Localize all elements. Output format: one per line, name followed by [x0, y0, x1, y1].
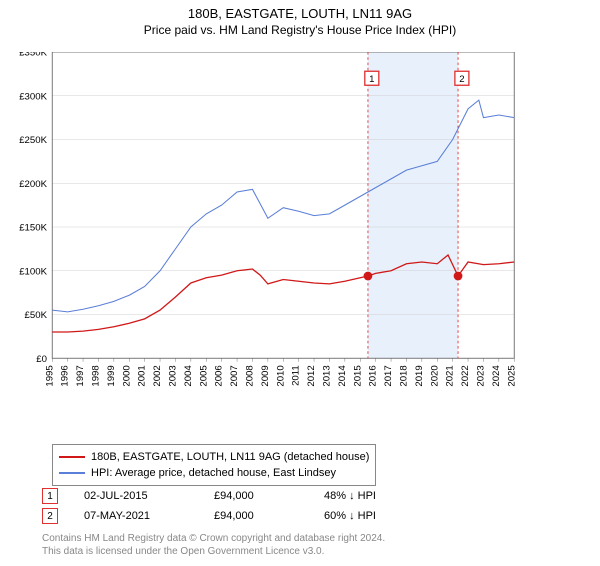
transaction-row: 1 02-JUL-2015£94,00048% ↓ HPI [42, 486, 434, 506]
transaction-date: 07-MAY-2021 [84, 510, 214, 522]
legend-label: 180B, EASTGATE, LOUTH, LN11 9AG (detache… [91, 451, 369, 463]
svg-text:2015: 2015 [352, 365, 363, 386]
svg-text:£150K: £150K [19, 223, 47, 234]
svg-text:£350K: £350K [19, 52, 47, 59]
transaction-diff: 48% ↓ HPI [324, 490, 434, 502]
svg-text:2017: 2017 [383, 365, 394, 386]
svg-text:2001: 2001 [137, 365, 148, 386]
svg-text:2025: 2025 [506, 365, 517, 386]
svg-text:2005: 2005 [198, 365, 209, 386]
svg-text:2009: 2009 [260, 365, 271, 386]
svg-text:2004: 2004 [183, 365, 194, 387]
transaction-price: £94,000 [214, 490, 324, 502]
svg-text:2002: 2002 [152, 365, 163, 386]
svg-text:2003: 2003 [167, 365, 178, 386]
transaction-row: 2 07-MAY-2021£94,00060% ↓ HPI [42, 506, 434, 526]
transactions-table: 1 02-JUL-2015£94,00048% ↓ HPI 2 07-MAY-2021… [42, 486, 434, 526]
chart-container: 180B, EASTGATE, LOUTH, LN11 9AG Price pa… [0, 6, 600, 566]
legend-swatch [59, 472, 85, 474]
svg-text:2006: 2006 [214, 365, 225, 386]
svg-text:2: 2 [459, 74, 464, 85]
legend-row: HPI: Average price, detached house, East… [59, 465, 369, 481]
svg-text:2000: 2000 [121, 365, 132, 386]
svg-text:2020: 2020 [429, 365, 440, 386]
svg-text:1996: 1996 [60, 365, 71, 386]
svg-text:1998: 1998 [90, 365, 101, 386]
legend: 180B, EASTGATE, LOUTH, LN11 9AG (detache… [52, 444, 376, 486]
svg-text:2018: 2018 [398, 365, 409, 386]
svg-text:2014: 2014 [337, 365, 348, 387]
svg-text:2022: 2022 [460, 365, 471, 386]
chart-title: 180B, EASTGATE, LOUTH, LN11 9AG [0, 6, 600, 21]
svg-text:1995: 1995 [44, 365, 55, 386]
transaction-price: £94,000 [214, 510, 324, 522]
svg-text:2012: 2012 [306, 365, 317, 386]
svg-text:1997: 1997 [75, 365, 86, 386]
svg-text:2024: 2024 [491, 365, 502, 387]
svg-text:£0: £0 [36, 354, 47, 365]
svg-text:2007: 2007 [229, 365, 240, 386]
svg-text:2021: 2021 [445, 365, 456, 386]
svg-text:£200K: £200K [19, 179, 47, 190]
svg-text:1999: 1999 [106, 365, 117, 386]
svg-text:2016: 2016 [368, 365, 379, 386]
svg-text:2013: 2013 [321, 365, 332, 386]
footer-text: Contains HM Land Registry data © Crown c… [42, 532, 385, 558]
chart-subtitle: Price paid vs. HM Land Registry's House … [0, 23, 600, 37]
footer-line-1: Contains HM Land Registry data © Crown c… [42, 532, 385, 545]
svg-text:£100K: £100K [19, 266, 47, 277]
footer-line-2: This data is licensed under the Open Gov… [42, 545, 385, 558]
legend-label: HPI: Average price, detached house, East… [91, 467, 336, 479]
svg-text:£50K: £50K [25, 310, 48, 321]
svg-text:£300K: £300K [19, 91, 47, 102]
svg-text:1: 1 [369, 74, 374, 85]
legend-row: 180B, EASTGATE, LOUTH, LN11 9AG (detache… [59, 449, 369, 465]
transaction-diff: 60% ↓ HPI [324, 510, 434, 522]
transaction-marker: 2 [42, 508, 58, 524]
svg-text:2023: 2023 [475, 365, 486, 386]
svg-text:£250K: £250K [19, 135, 47, 146]
svg-text:2010: 2010 [275, 365, 286, 386]
svg-text:2019: 2019 [414, 365, 425, 386]
transaction-marker: 1 [42, 488, 58, 504]
svg-text:2011: 2011 [291, 365, 302, 386]
chart-svg: £0 £50K £100K £150K £200K £250K £300K £350K 1995… [0, 52, 528, 402]
legend-swatch [59, 456, 85, 458]
chart-area: £0£50K£100K£150K£200K£250K£300K£350K1995… [52, 52, 580, 402]
transaction-date: 02-JUL-2015 [84, 490, 214, 502]
svg-text:2008: 2008 [244, 365, 255, 386]
